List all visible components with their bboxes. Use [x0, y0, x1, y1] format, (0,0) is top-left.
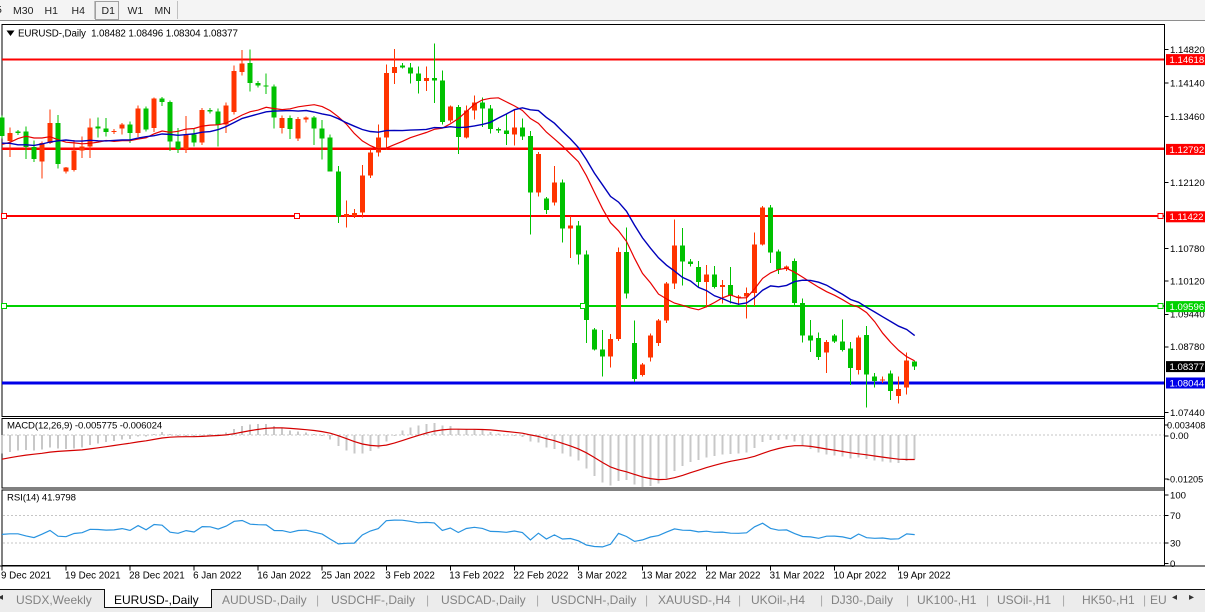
svg-text:19 Dec 2021: 19 Dec 2021	[65, 571, 121, 582]
svg-text:-0.01205: -0.01205	[1167, 475, 1203, 485]
svg-text:1.14140: 1.14140	[1170, 79, 1205, 90]
svg-text:30: 30	[1170, 538, 1181, 549]
svg-text:1.07440: 1.07440	[1170, 408, 1205, 419]
svg-text:28 Dec 2021: 28 Dec 2021	[129, 571, 185, 582]
svg-text:70: 70	[1170, 511, 1181, 522]
svg-text:19 Apr 2022: 19 Apr 2022	[898, 571, 951, 582]
svg-text:100: 100	[1170, 490, 1186, 501]
svg-text:1.09596: 1.09596	[1170, 302, 1205, 313]
svg-text:1.09440: 1.09440	[1170, 310, 1205, 321]
svg-text:MACD(12,26,9) -0.005775 -0.006: MACD(12,26,9) -0.005775 -0.006024	[7, 421, 163, 432]
svg-text:13 Feb 2022: 13 Feb 2022	[449, 571, 504, 582]
svg-text:RSI(14) 41.9798: RSI(14) 41.9798	[7, 493, 76, 504]
svg-text:13 Mar 2022: 13 Mar 2022	[642, 571, 697, 582]
svg-text:1.12120: 1.12120	[1170, 178, 1205, 189]
svg-text:10 Apr 2022: 10 Apr 2022	[834, 571, 887, 582]
svg-text:1.12792: 1.12792	[1170, 145, 1205, 156]
svg-text:0: 0	[1170, 559, 1175, 570]
svg-text:22 Feb 2022: 22 Feb 2022	[513, 571, 568, 582]
svg-text:1.10780: 1.10780	[1170, 244, 1205, 255]
svg-text:0.00: 0.00	[1170, 431, 1189, 442]
svg-text:25 Jan 2022: 25 Jan 2022	[321, 571, 375, 582]
svg-text:1.13460: 1.13460	[1170, 112, 1205, 123]
svg-text:1.14820: 1.14820	[1170, 45, 1205, 56]
svg-text:16 Jan 2022: 16 Jan 2022	[257, 571, 311, 582]
svg-text:1.08044: 1.08044	[1170, 378, 1205, 389]
svg-text:22 Mar 2022: 22 Mar 2022	[706, 571, 761, 582]
svg-text:EURUSD-,Daily 1.08482 1.08496: EURUSD-,Daily 1.08482 1.08496 1.08304 1.…	[18, 29, 238, 40]
svg-text:1.10120: 1.10120	[1170, 276, 1205, 287]
svg-text:1.08377: 1.08377	[1170, 362, 1205, 373]
svg-text:3 Feb 2022: 3 Feb 2022	[385, 571, 435, 582]
svg-text:1.14618: 1.14618	[1170, 55, 1205, 66]
svg-text:6 Jan 2022: 6 Jan 2022	[193, 571, 241, 582]
svg-text:0.003408: 0.003408	[1167, 420, 1205, 430]
svg-text:3 Mar 2022: 3 Mar 2022	[577, 571, 627, 582]
svg-text:9 Dec 2021: 9 Dec 2021	[1, 571, 51, 582]
svg-text:1.08780: 1.08780	[1170, 342, 1205, 353]
svg-text:1.11422: 1.11422	[1170, 212, 1204, 223]
svg-text:31 Mar 2022: 31 Mar 2022	[770, 571, 825, 582]
